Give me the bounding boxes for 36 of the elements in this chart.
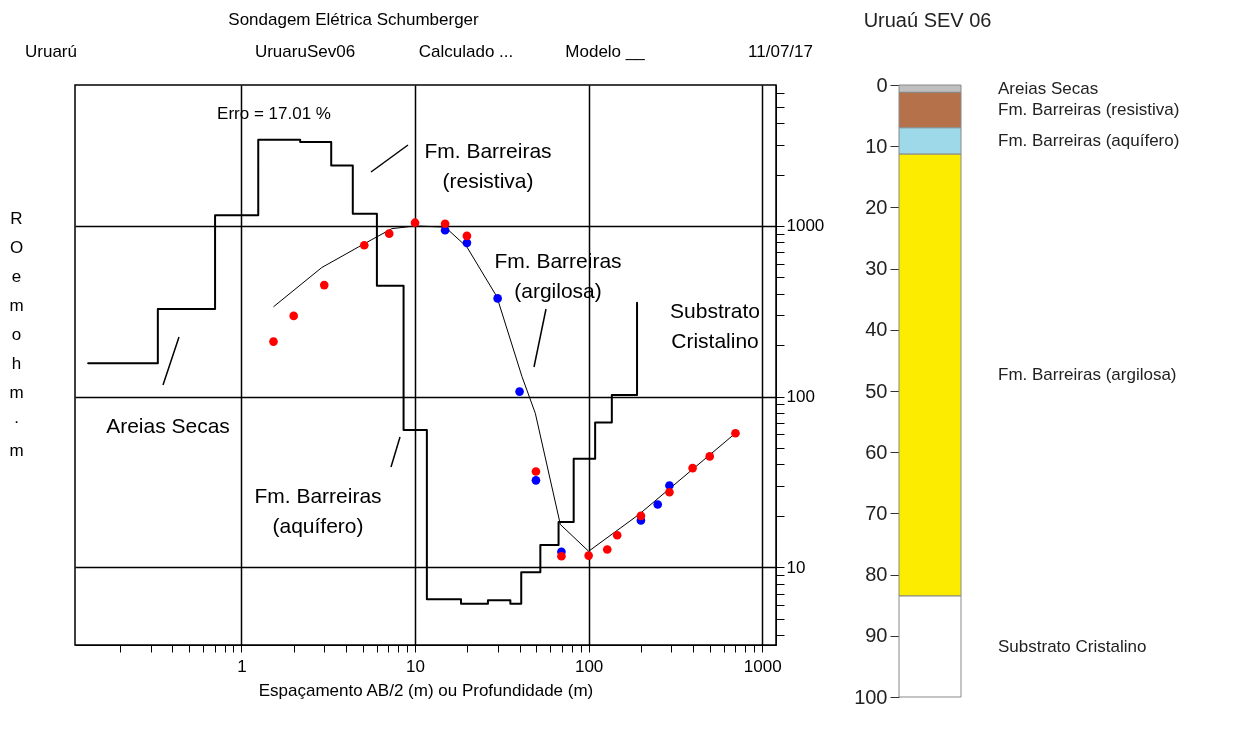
annotation: Areias Secas xyxy=(106,414,230,437)
annotation: Substrato Cristalino xyxy=(670,299,760,352)
text: 11/07/17 xyxy=(748,42,813,61)
y-tick-label: 70 xyxy=(865,501,888,524)
x-tick-label: 1000 xyxy=(743,656,782,676)
y-tick-label: 100 xyxy=(854,685,888,708)
text: Substrato Cristalino xyxy=(998,636,1147,656)
y-tick-label: 90 xyxy=(865,624,888,647)
y-tick-label: 80 xyxy=(865,563,888,586)
y-tick-label: 20 xyxy=(865,195,888,218)
y-tick-label: 60 xyxy=(865,440,888,463)
annotation: Fm. Barreiras (resistiva) xyxy=(424,139,552,192)
text: Fm. Barreiras (aquífero) xyxy=(998,131,1180,150)
text: Uruarú xyxy=(25,42,77,61)
y-tick-label: 40 xyxy=(865,318,888,341)
text: RO em ohm·m xyxy=(9,208,24,460)
y-tick-label: 30 xyxy=(865,257,888,280)
text: Modelo __ xyxy=(565,42,646,61)
text: Fm. Barreiras (resistiva) xyxy=(998,100,1180,120)
text: UruaruSev06 xyxy=(254,42,356,61)
y-tick-label: 50 xyxy=(865,379,888,402)
y-tick-label: 10 xyxy=(786,557,806,577)
y-tick-label: 10 xyxy=(865,134,888,157)
y-tick-label: 100 xyxy=(786,387,815,407)
x-tick-label: 100 xyxy=(574,656,604,676)
chart-title: Sondagem Elétrica Schumberger xyxy=(228,10,480,29)
chart-title: Uruaú SEV 06 xyxy=(863,9,992,31)
x-tick-label: 10 xyxy=(406,656,425,676)
x-axis-title: Espaçamento AB/2 (m) ou Profundidade (m) xyxy=(258,680,594,700)
text: Fm. Barreiras (argilosa) xyxy=(998,365,1177,385)
y-tick-label: 1000 xyxy=(786,216,825,236)
text: Calculado ... xyxy=(418,42,514,61)
text: Areias Secas xyxy=(998,78,1099,98)
y-tick-label: 0 xyxy=(876,73,888,96)
x-tick-label: 1 xyxy=(237,656,247,676)
annotation: Fm. Barreiras (aquífero) xyxy=(254,484,382,537)
